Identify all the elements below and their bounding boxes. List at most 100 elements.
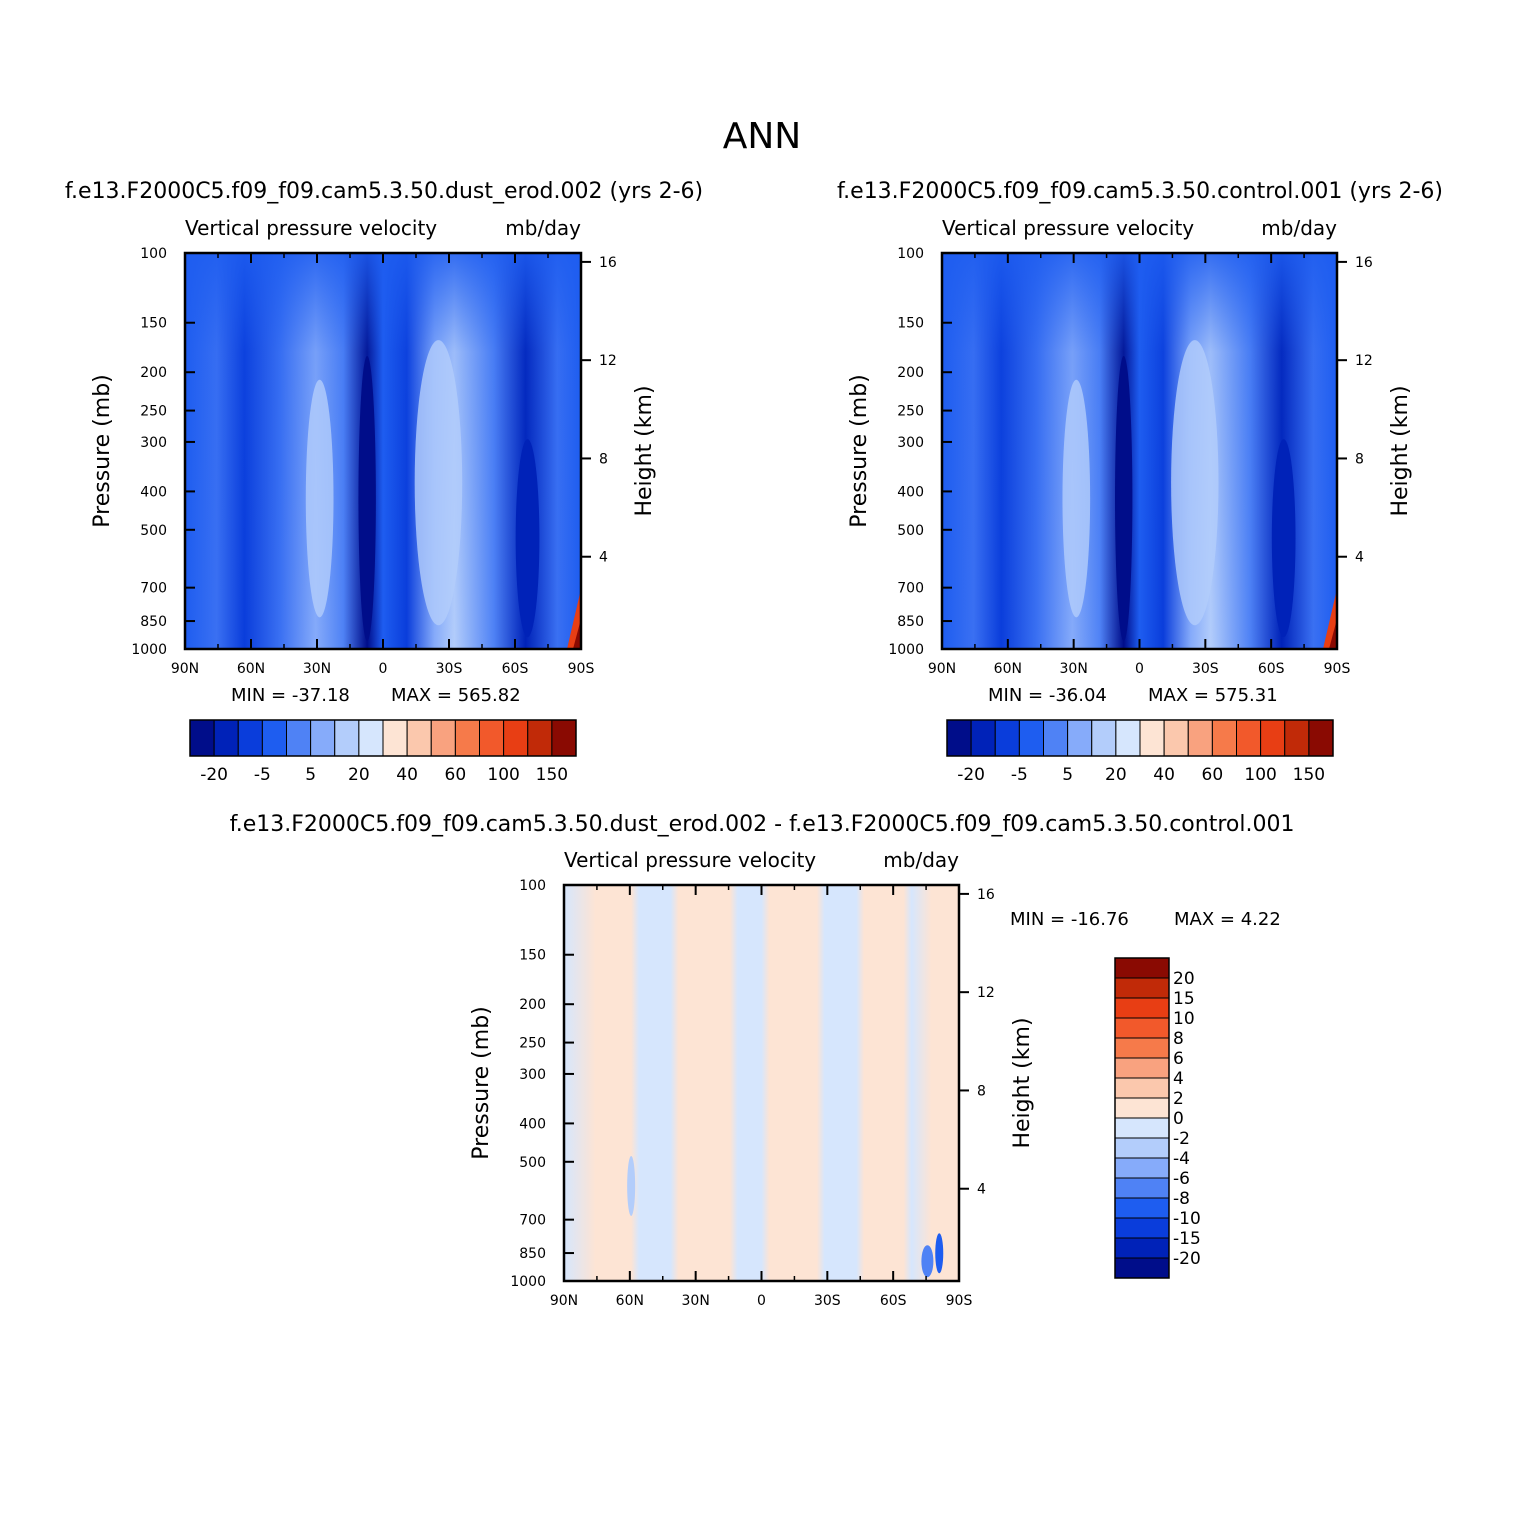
colorbar-box	[1043, 719, 1069, 757]
y-axis-right-label: Height (km)	[632, 385, 657, 516]
field-feature	[305, 379, 334, 618]
field-feature	[573, 619, 581, 649]
colorbar-label: -5	[254, 765, 271, 785]
colorbar-label: -20	[1173, 1249, 1201, 1269]
y-axis-right-label: Height (km)	[1010, 1017, 1035, 1148]
field-feature	[1271, 439, 1296, 638]
colorbar-box	[503, 719, 529, 757]
colorbar-label: 15	[1173, 989, 1195, 1009]
x-tick-label: 60S	[1258, 661, 1285, 677]
y-tick-label: 250	[897, 404, 924, 420]
colorbar-label: 40	[1153, 765, 1175, 785]
colorbar-label: -2	[1173, 1129, 1190, 1149]
colorbar-box	[454, 719, 480, 757]
x-tick-label: 30S	[436, 661, 463, 677]
x-tick-label: 90N	[171, 661, 199, 677]
height-tick-label: 4	[977, 1182, 986, 1198]
colorbar-label: -20	[200, 765, 228, 785]
y-tick-label: 700	[519, 1213, 546, 1229]
colorbar-box	[1018, 719, 1044, 757]
panel-title: f.e13.F2000C5.f09_f09.cam5.3.50.dust_ero…	[230, 812, 1295, 837]
colorbar-box	[1260, 719, 1286, 757]
colorbar-box	[1114, 1237, 1170, 1259]
colorbar-label: 2	[1173, 1089, 1184, 1109]
colorbar-box	[406, 719, 432, 757]
y-tick-label: 100	[897, 246, 924, 262]
colorbar-label: 5	[1062, 765, 1073, 785]
colorbar-box	[527, 719, 553, 757]
min-label: MIN = -37.18	[231, 685, 350, 706]
x-tick-label: 60N	[237, 661, 265, 677]
colorbar-box	[286, 719, 312, 757]
field-upper-fade	[185, 253, 581, 649]
colorbar-box	[1308, 719, 1334, 757]
colorbar-box	[1284, 719, 1310, 757]
colorbar-box	[1114, 1197, 1170, 1219]
y-tick-label: 400	[897, 484, 924, 500]
field-feature	[1062, 379, 1091, 618]
colorbar-label: -8	[1173, 1189, 1190, 1209]
colorbar-label: -6	[1173, 1169, 1190, 1189]
height-tick-label: 12	[1355, 353, 1373, 369]
field-feature	[515, 439, 540, 638]
field-feature	[1115, 355, 1133, 642]
units-label: mb/day	[1261, 216, 1337, 240]
min-label: MIN = -16.76	[1010, 909, 1129, 930]
units-label: mb/day	[505, 216, 581, 240]
units-label: mb/day	[883, 848, 959, 872]
y-tick-label: 1000	[888, 642, 924, 658]
y-tick-label: 150	[140, 316, 167, 332]
colorbar-label: 20	[1105, 765, 1127, 785]
colorbar-box	[1114, 1077, 1170, 1099]
x-tick-label: 0	[1135, 661, 1144, 677]
colorbar: -20 -5 5 20 40 60 100 150	[189, 719, 577, 785]
min-label: MIN = -36.04	[988, 685, 1107, 706]
colorbar-label: 20	[1173, 969, 1195, 989]
colorbar-box	[946, 719, 972, 757]
colorbar-box	[1114, 1157, 1170, 1179]
y-tick-label: 700	[140, 581, 167, 597]
y-tick-label: 200	[897, 365, 924, 381]
x-tick-label: 90N	[928, 661, 956, 677]
colorbar-box	[1114, 1177, 1170, 1199]
colorbar: -20 -5 5 20 40 60 100 150	[946, 719, 1334, 785]
y-tick-label: 300	[140, 435, 167, 451]
colorbar-label: 40	[396, 765, 418, 785]
colorbar-label: 100	[487, 765, 519, 785]
colorbar-box	[1114, 1097, 1170, 1119]
x-tick-label: 90S	[1324, 661, 1351, 677]
panel-case1: f.e13.F2000C5.f09_f09.cam5.3.50.dust_ero…	[65, 179, 703, 785]
y-tick-label: 250	[519, 1036, 546, 1052]
colorbar-box	[1114, 977, 1170, 999]
colorbar-label: 0	[1173, 1109, 1184, 1129]
x-tick-label: 30N	[1060, 661, 1088, 677]
colorbar-box	[1236, 719, 1262, 757]
x-tick-label: 60S	[502, 661, 529, 677]
height-tick-label: 16	[1355, 255, 1373, 271]
field-feature	[935, 1233, 944, 1274]
colorbar-box	[551, 719, 577, 757]
colorbar-label: 10	[1173, 1009, 1195, 1029]
colorbar-label: 100	[1244, 765, 1276, 785]
y-axis-right-label: Height (km)	[1388, 385, 1413, 516]
y-axis-label: Pressure (mb)	[469, 1006, 494, 1160]
colorbar-label: -20	[957, 765, 985, 785]
colorbar-box	[970, 719, 996, 757]
field-feature	[627, 1155, 636, 1216]
y-tick-label: 150	[519, 948, 546, 964]
x-tick-label: 90S	[568, 661, 595, 677]
contour-field	[185, 253, 581, 649]
height-tick-label: 8	[599, 451, 608, 467]
x-tick-label: 30N	[682, 1293, 710, 1309]
height-tick-label: 12	[599, 353, 617, 369]
colorbar-box	[1114, 1057, 1170, 1079]
colorbar-box	[382, 719, 408, 757]
height-tick-label: 8	[1355, 451, 1364, 467]
x-tick-label: 60N	[994, 661, 1022, 677]
colorbar-box	[479, 719, 505, 757]
y-tick-label: 1000	[510, 1274, 546, 1290]
colorbar-label: 60	[445, 765, 467, 785]
y-tick-label: 700	[897, 581, 924, 597]
height-tick-label: 16	[977, 887, 995, 903]
